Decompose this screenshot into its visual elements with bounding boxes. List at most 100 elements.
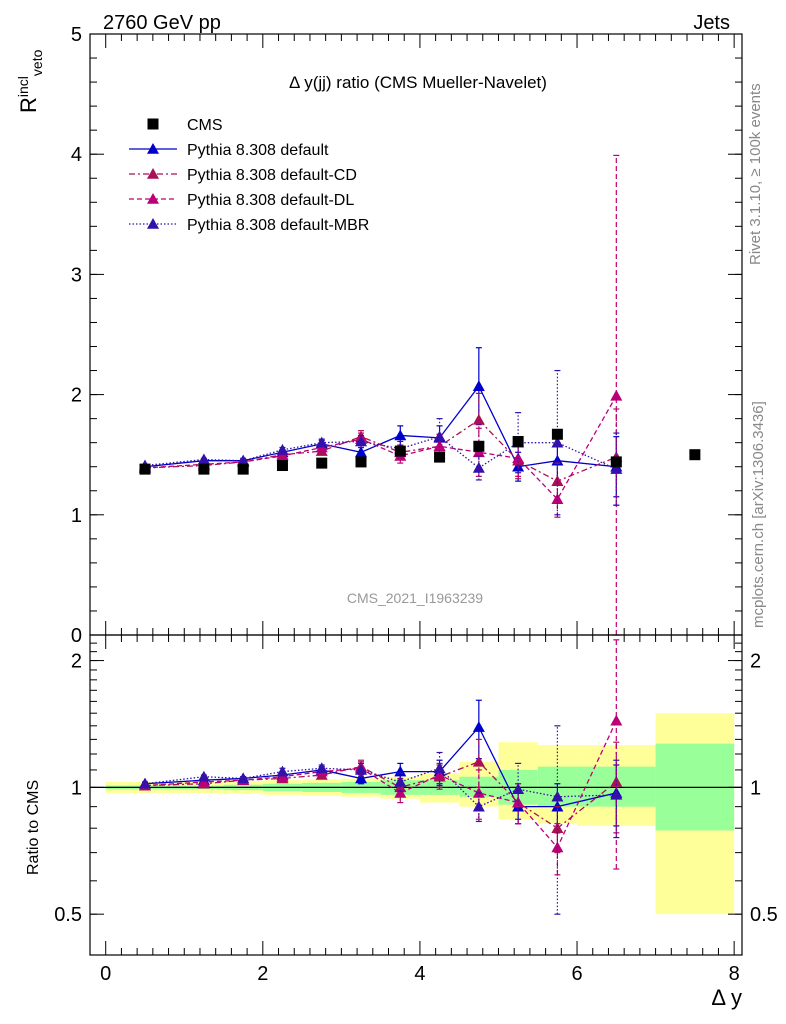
y-tick-label: 0 (71, 625, 82, 647)
legend-item: Pythia 8.308 default-CD (129, 167, 357, 184)
data-point (472, 800, 485, 812)
data-point (197, 770, 210, 782)
watermark: CMS_2021_I1963239 (347, 590, 483, 606)
cms-point (139, 463, 151, 475)
data-point (472, 461, 485, 473)
series-line (144, 395, 617, 501)
data-point (237, 454, 250, 466)
series-line (144, 435, 617, 470)
x-tick-label: 8 (729, 963, 740, 985)
data-point (610, 788, 623, 800)
data-point (355, 763, 368, 775)
data-point (394, 775, 407, 787)
legend-label: CMS (187, 117, 223, 134)
x-tick-label: 0 (100, 963, 111, 985)
cms-point (434, 451, 446, 463)
legend-marker (147, 143, 159, 154)
header-left: 2760 GeV pp (103, 12, 221, 34)
data-point (472, 755, 485, 767)
x-axis-label: Δ y (711, 985, 742, 1010)
rivet-label: Rivet 3.1.10, ≥ 100k events (747, 83, 764, 265)
legend-marker (147, 118, 159, 130)
legend-marker (147, 168, 159, 179)
cms-point (512, 435, 524, 447)
y-tick-label-right: 1 (750, 777, 761, 799)
data-point (433, 430, 446, 442)
series-line (144, 767, 617, 808)
cms-point (355, 456, 367, 468)
cms-point (198, 463, 210, 475)
main-series (138, 154, 701, 636)
cms-point (610, 456, 622, 468)
data-point (610, 463, 623, 474)
y-tick-label: 1 (71, 777, 82, 799)
data-point (551, 436, 564, 448)
series-3 (138, 725, 623, 915)
series-line (144, 418, 617, 482)
data-point (610, 714, 623, 726)
cms-point (689, 449, 701, 461)
y-tick-label: 1 (71, 505, 82, 527)
cms-point (237, 463, 249, 475)
legend-marker (147, 193, 159, 204)
series-line (144, 761, 617, 829)
cms-point (276, 460, 288, 472)
data-point (551, 454, 564, 466)
legend-item: CMS (147, 117, 223, 134)
y-tick-label-right: 0.5 (750, 904, 778, 926)
legend-label: Pythia 8.308 default-CD (187, 167, 357, 184)
data-point (237, 772, 250, 784)
data-point (394, 786, 407, 798)
legend-label: Pythia 8.308 default (187, 142, 329, 159)
ratio-uncertainty-bands (105, 713, 735, 915)
legend-label: Pythia 8.308 default-MBR (187, 217, 369, 234)
ratio-series (138, 639, 623, 915)
data-point (472, 413, 485, 425)
series-3 (138, 369, 623, 516)
mcplots-label: mcplots.cern.ch [arXiv:1306.3436] (750, 401, 767, 628)
data-point (138, 777, 151, 789)
data-point (433, 762, 446, 774)
cms-point (473, 440, 485, 452)
header-right: Jets (693, 12, 730, 34)
x-tick-label: 4 (414, 963, 425, 985)
series-1 (138, 392, 623, 506)
y-tick-label: 0.5 (54, 904, 82, 926)
data-point (472, 721, 485, 732)
cms-point (316, 457, 328, 469)
data-point (551, 822, 564, 833)
series-0 (138, 347, 623, 498)
data-point (551, 493, 564, 504)
data-point (355, 446, 368, 458)
legend-item: Pythia 8.308 default-DL (129, 192, 354, 209)
legend-item: Pythia 8.308 default (129, 142, 329, 159)
svg-text:Rinclveto: Rinclveto (15, 49, 45, 113)
main-y-axis-label: Rinclveto (15, 49, 45, 113)
y-tick-label: 2 (71, 651, 82, 673)
y-label-sub: veto (29, 49, 45, 76)
legend-label: Pythia 8.308 default-DL (187, 192, 354, 209)
legend-item: Pythia 8.308 default-MBR (129, 217, 369, 234)
data-point (355, 772, 368, 784)
data-point (610, 389, 623, 401)
y-tick-label: 3 (71, 264, 82, 286)
data-point (276, 765, 289, 777)
data-point (551, 790, 564, 802)
data-point (512, 796, 525, 808)
chart-title: Δ y(jj) ratio (CMS Mueller-Navelet) (289, 73, 547, 92)
y-tick-label: 4 (71, 144, 82, 166)
data-point (197, 453, 210, 465)
series-line (144, 720, 617, 849)
cms-point (551, 428, 563, 440)
data-point (276, 443, 289, 455)
data-point (394, 429, 407, 441)
x-tick-label: 6 (571, 963, 582, 985)
cms-point (394, 445, 406, 457)
ratio-frame (89, 634, 743, 956)
data-point (355, 435, 368, 447)
y-label-main: R (16, 97, 41, 113)
x-tick-label: 2 (257, 963, 268, 985)
y-label-sup: incl (15, 76, 31, 97)
ratio-y-axis-label: Ratio to CMS (25, 780, 42, 875)
